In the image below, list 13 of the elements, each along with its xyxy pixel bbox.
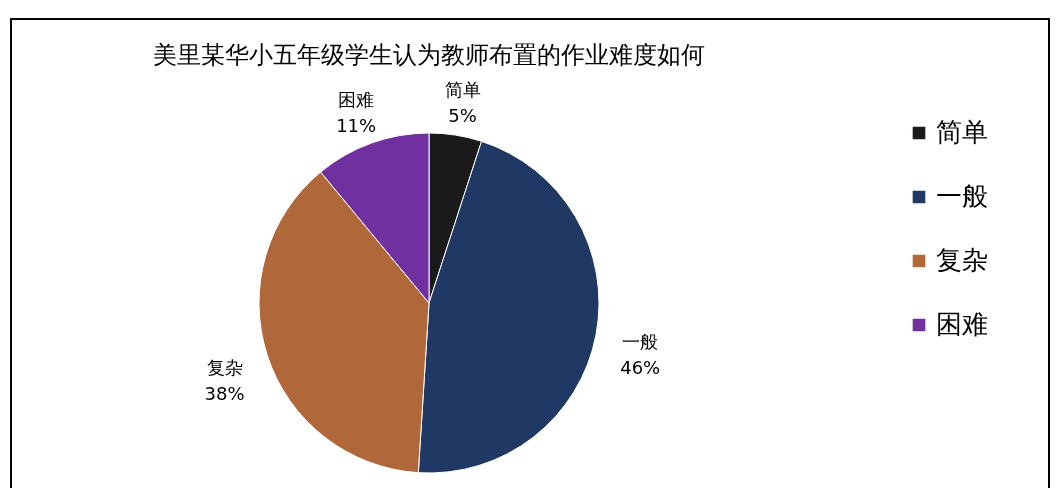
slice-label: 一般	[622, 331, 659, 353]
legend-label: 简单	[936, 117, 988, 147]
data-label: 11%	[336, 114, 377, 136]
legend-label: 困难	[936, 309, 988, 339]
slice-label: 复杂	[206, 357, 243, 379]
legend-label: 复杂	[936, 245, 988, 275]
data-label: 46%	[620, 357, 661, 379]
legend-label: 一般	[936, 181, 988, 211]
chart-title: 美里某华小五年级学生认为教师布置的作业难度如何	[153, 40, 705, 69]
data-label: 5%	[448, 104, 477, 126]
data-label: 38%	[204, 383, 245, 405]
slice-label: 简单	[444, 78, 481, 100]
slice-label: 困难	[338, 88, 375, 110]
